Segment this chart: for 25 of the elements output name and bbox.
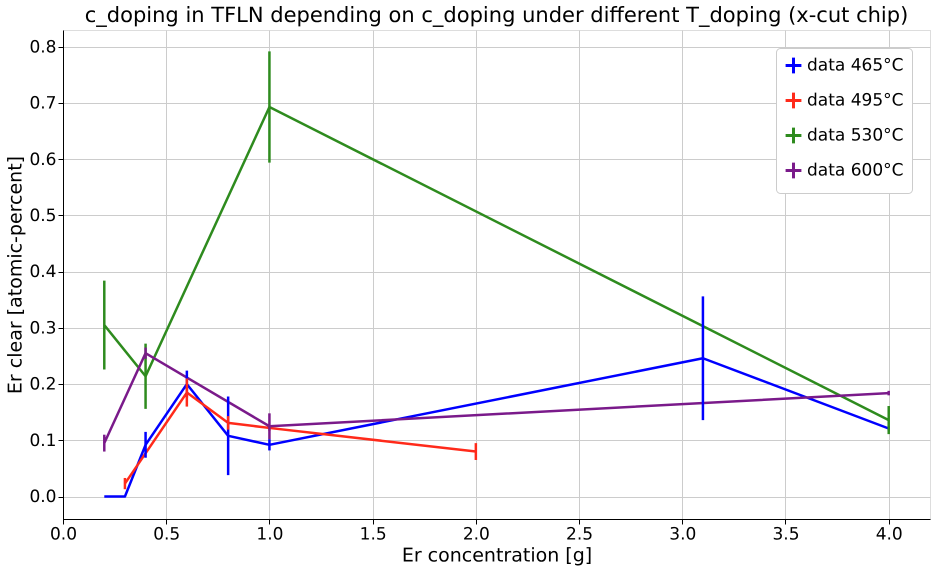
x-tick-label: 1.5: [360, 524, 387, 544]
legend-label: data 600°C: [807, 160, 904, 180]
x-tick-label: 4.0: [876, 524, 903, 544]
y-tick-label: 0.7: [29, 94, 56, 114]
x-tick-label: 1.0: [256, 524, 284, 544]
y-tick-label: 0.1: [29, 430, 56, 451]
legend-label: data 495°C: [807, 90, 904, 110]
x-tick-label: 2.5: [566, 524, 594, 544]
y-tick-label: 0.0: [29, 487, 56, 508]
y-tick-label: 0.3: [29, 318, 56, 338]
y-tick-label: 0.2: [29, 374, 56, 395]
y-tick-label: 0.8: [29, 37, 56, 58]
x-tick-label: 3.5: [772, 524, 800, 544]
x-tick-label: 0.5: [153, 524, 180, 544]
x-tick-label: 3.0: [669, 524, 696, 544]
x-tick-label: 2.0: [462, 524, 490, 544]
x-axis-title: Er concentration [g]: [402, 544, 592, 566]
chart-title: c_doping in TFLN depending on c_doping under different T_doping (x-cut chip): [84, 3, 908, 27]
y-tick-label: 0.4: [29, 262, 56, 282]
x-tick-label: 0.0: [50, 524, 78, 544]
y-axis-title: Er clear [atomic-percent]: [4, 156, 26, 394]
legend-label: data 465°C: [807, 56, 904, 76]
legend-label: data 530°C: [807, 126, 904, 146]
y-tick-label: 0.5: [29, 206, 56, 226]
y-tick-label: 0.6: [29, 150, 56, 170]
